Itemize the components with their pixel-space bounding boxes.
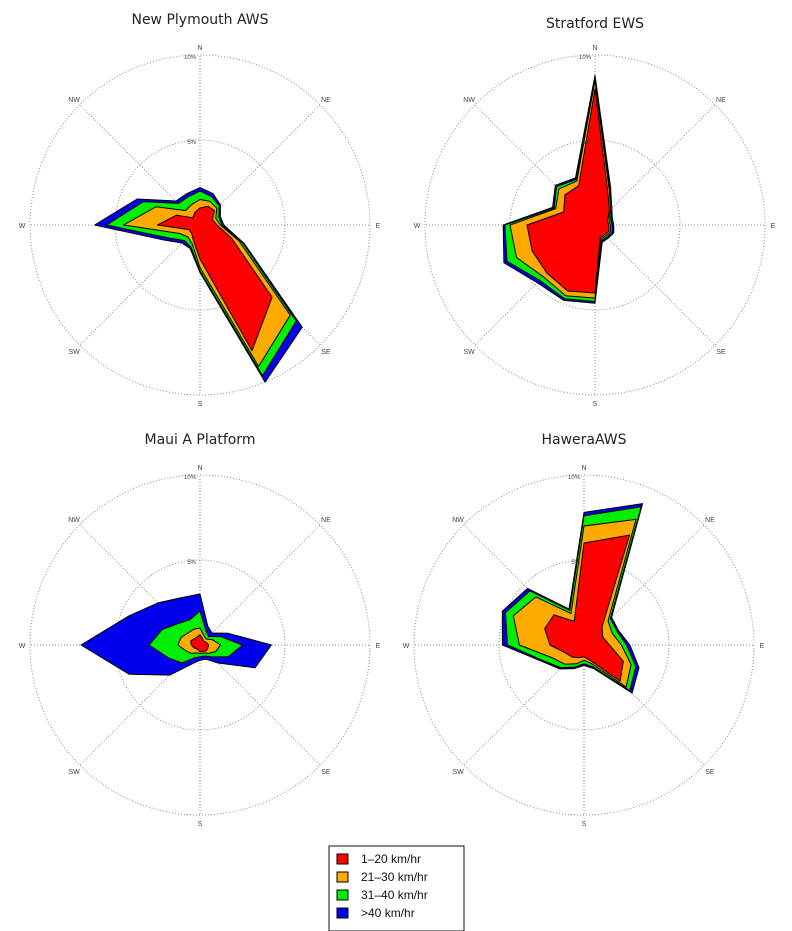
ring-label: 5% bbox=[187, 140, 196, 146]
direction-label-w: W bbox=[403, 643, 410, 650]
direction-label-sw: SW bbox=[68, 349, 80, 356]
grid-ring-10pct bbox=[29, 54, 371, 396]
legend-label-1-20-km-hr: 1–20 km/hr bbox=[361, 852, 421, 866]
wind-rose-stratford-ews: Stratford EWS 5% 10%N NE E SE S SW W NW bbox=[414, 16, 776, 408]
direction-label-se: SE bbox=[321, 769, 331, 776]
direction-label-s: S bbox=[593, 401, 598, 408]
grid-spoke-se bbox=[594, 224, 716, 346]
wind-rose-maui-a-platform: Maui A Platform 5% 10%N NE E SE S SW W NW bbox=[19, 432, 381, 828]
direction-label-w: W bbox=[19, 643, 26, 650]
grid-spoke-sw bbox=[463, 644, 585, 766]
grid-spoke-nw bbox=[463, 524, 585, 646]
grid-ring-10pct bbox=[424, 54, 766, 396]
direction-label-s: S bbox=[582, 821, 587, 828]
direction-label-ne: NE bbox=[321, 517, 331, 524]
rose-band-1-20-km-hr bbox=[157, 205, 273, 352]
direction-label-nw: NW bbox=[463, 97, 475, 104]
direction-label-ne: NE bbox=[705, 517, 715, 524]
rose-band-1-20-km-hr bbox=[190, 634, 209, 653]
grid-spoke-ne bbox=[594, 104, 716, 226]
direction-label-e: E bbox=[376, 643, 381, 650]
grid-spoke-nw bbox=[79, 524, 201, 646]
rose-title: New Plymouth AWS bbox=[131, 12, 268, 28]
legend-label-31-40-km-hr: 31–40 km/hr bbox=[361, 888, 428, 902]
ring-label: 10% bbox=[579, 55, 592, 61]
legend-frame bbox=[328, 845, 465, 931]
grid-spoke-se bbox=[583, 644, 705, 766]
direction-label-e: E bbox=[771, 223, 776, 230]
rose-title: Maui A Platform bbox=[145, 432, 256, 448]
direction-label-nw: NW bbox=[452, 517, 464, 524]
ring-label: 10% bbox=[184, 55, 197, 61]
grid-spoke-ne bbox=[583, 524, 705, 646]
direction-label-ne: NE bbox=[321, 97, 331, 104]
direction-label-se: SE bbox=[321, 349, 331, 356]
grid-spoke-sw bbox=[79, 224, 201, 346]
grid-spoke-ne bbox=[199, 524, 321, 646]
direction-label-e: E bbox=[376, 223, 381, 230]
direction-label-sw: SW bbox=[452, 769, 464, 776]
direction-label-se: SE bbox=[716, 349, 726, 356]
direction-label-s: S bbox=[198, 821, 203, 828]
direction-label-n: N bbox=[197, 465, 202, 472]
legend-swatch-1-20-km-hr bbox=[336, 853, 349, 865]
legend-label-21-30-km-hr: 21–30 km/hr bbox=[361, 870, 428, 884]
legend-swatch-40-km-hr bbox=[336, 907, 349, 919]
direction-label-nw: NW bbox=[68, 517, 80, 524]
grid-spoke-ne bbox=[199, 104, 321, 226]
grid-ring-10pct bbox=[29, 474, 371, 816]
legend-swatch-31-40-km-hr bbox=[336, 889, 349, 901]
rose-title: Stratford EWS bbox=[546, 16, 644, 32]
grid-spoke-nw bbox=[79, 104, 201, 226]
direction-label-n: N bbox=[592, 45, 597, 52]
rose-band-1-20-km-hr bbox=[526, 88, 610, 294]
direction-label-nw: NW bbox=[68, 97, 80, 104]
direction-label-e: E bbox=[760, 643, 765, 650]
roses-layer: New Plymouth AWS5%10%NNEESESSWWNWStratfo… bbox=[19, 12, 776, 828]
rose-band-1-20-km-hr bbox=[544, 534, 630, 682]
direction-label-n: N bbox=[197, 45, 202, 52]
direction-label-ne: NE bbox=[716, 97, 726, 104]
grid-ring-10pct bbox=[413, 474, 755, 816]
legend-swatch-21-30-km-hr bbox=[336, 871, 349, 883]
direction-label-w: W bbox=[19, 223, 26, 230]
grid-spoke-sw bbox=[79, 644, 201, 766]
ring-label: 10% bbox=[568, 475, 581, 481]
direction-label-s: S bbox=[198, 401, 203, 408]
ring-label: 5% bbox=[187, 560, 196, 566]
legend-items: 1–20 km/hr 21–30 km/hr 31–40 km/hr >40 km/h… bbox=[336, 852, 428, 920]
direction-label-w: W bbox=[414, 223, 421, 230]
direction-label-se: SE bbox=[705, 769, 715, 776]
direction-label-sw: SW bbox=[68, 769, 80, 776]
rose-title: HaweraAWS bbox=[541, 432, 626, 448]
grid-spoke-sw bbox=[474, 224, 596, 346]
wind-rose-new-plymouth-aws: New Plymouth AWS 5% 10%N NE E SE S SW W NW bbox=[19, 12, 381, 408]
legend-label-40-km-hr: >40 km/hr bbox=[361, 906, 415, 920]
ring-label: 5% bbox=[582, 140, 591, 146]
grid-spoke-nw bbox=[474, 104, 596, 226]
direction-label-sw: SW bbox=[463, 349, 475, 356]
direction-label-n: N bbox=[581, 465, 586, 472]
ring-label: 10% bbox=[184, 475, 197, 481]
wind-rose-haweraaws: HaweraAWS 5% 10%N NE E SE S SW W NW bbox=[403, 432, 765, 828]
ring-label: 5% bbox=[571, 560, 580, 566]
legend: 1–20 km/hr 21–30 km/hr 31–40 km/hr >40 km/h… bbox=[328, 845, 465, 931]
grid-spoke-se bbox=[199, 644, 321, 766]
